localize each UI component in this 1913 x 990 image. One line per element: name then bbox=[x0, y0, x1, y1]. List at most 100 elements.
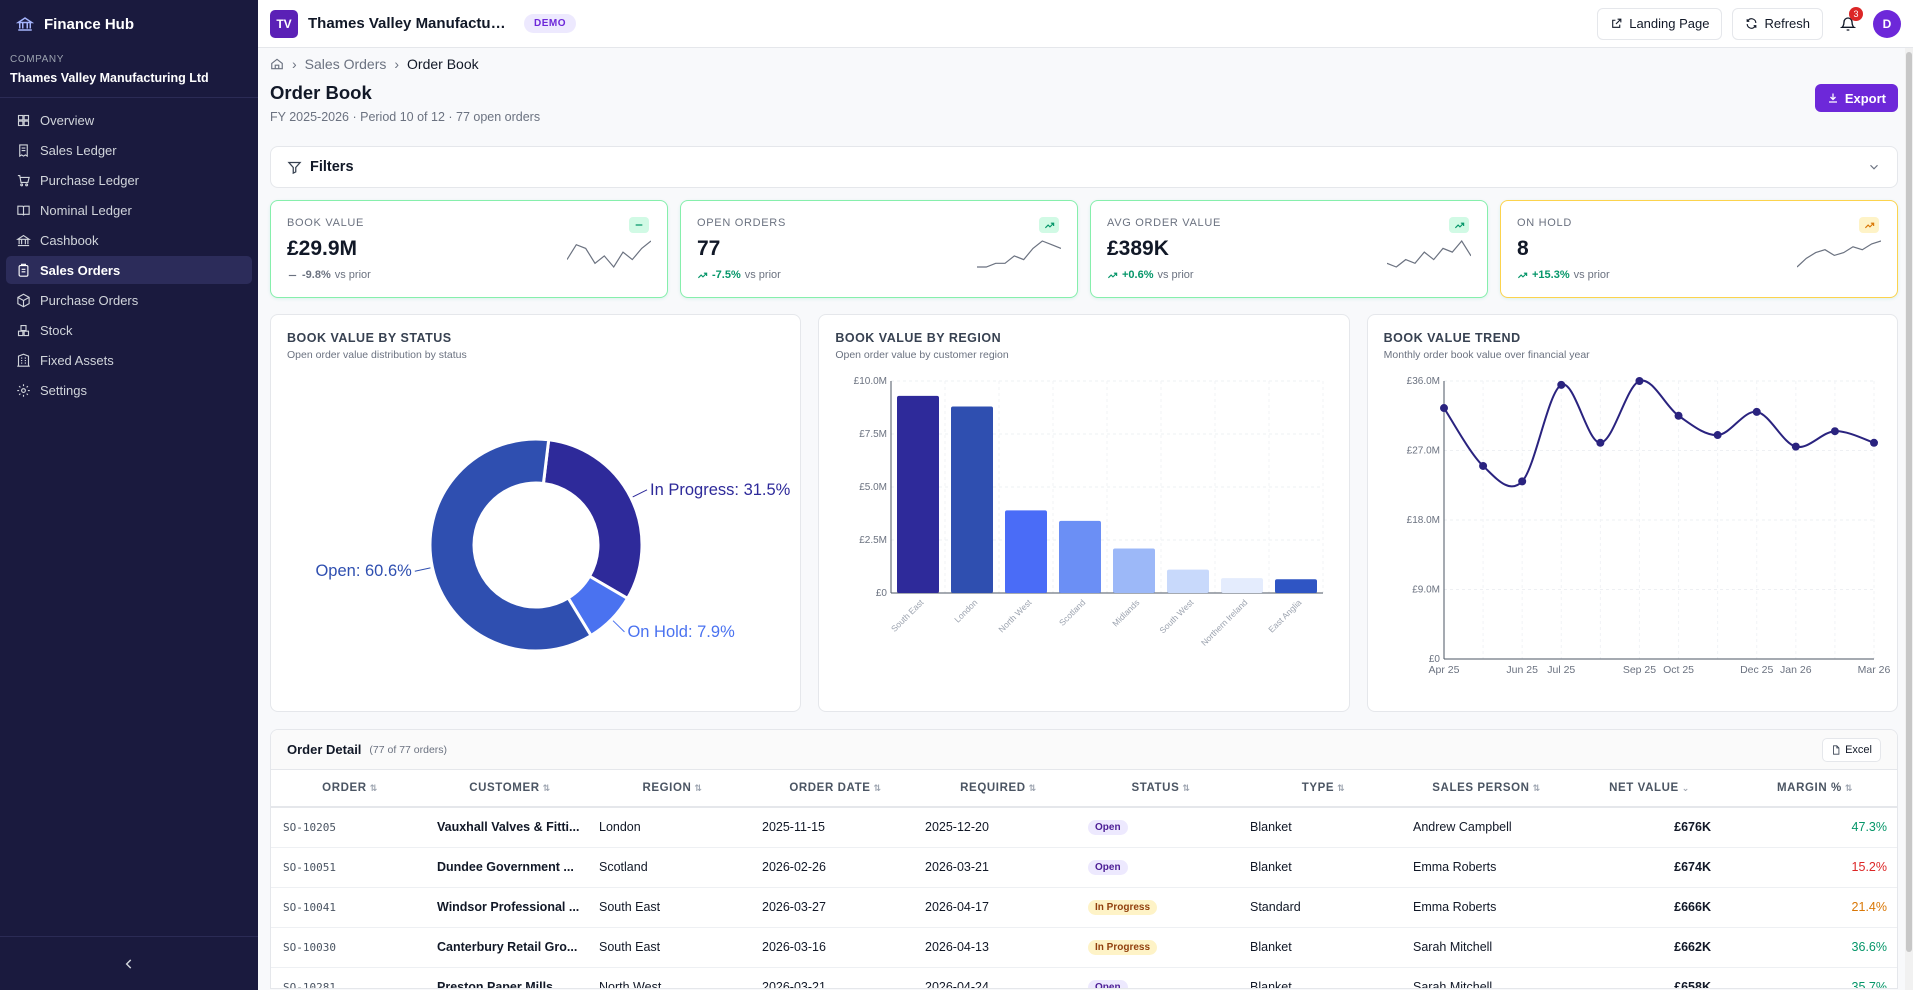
order-number[interactable]: SO-10205 bbox=[271, 807, 429, 848]
status-badge: In Progress bbox=[1088, 940, 1158, 955]
column-header-label: ORDER bbox=[322, 782, 367, 794]
topbar: TV Thames Valley Manufacturi... DEMO Lan… bbox=[258, 0, 1913, 48]
y-tick-label: £9.0M bbox=[1412, 585, 1440, 596]
column-header-sales-person[interactable]: SALES PERSON ⇅ bbox=[1405, 770, 1568, 808]
page-scrollbar[interactable] bbox=[1905, 48, 1913, 990]
bar-london[interactable] bbox=[951, 406, 994, 593]
donut-slice-open[interactable] bbox=[428, 437, 594, 653]
bar-north-west[interactable] bbox=[1005, 510, 1048, 593]
trend-point-jul-25[interactable] bbox=[1556, 380, 1565, 389]
company-logo[interactable]: TV bbox=[270, 9, 298, 38]
order-number[interactable]: SO-10051 bbox=[271, 847, 429, 888]
kpi-delta-value: -9.8% bbox=[302, 269, 331, 281]
sidebar-item-overview[interactable]: Overview bbox=[6, 106, 252, 134]
trend-point-dec-25[interactable] bbox=[1752, 407, 1761, 416]
kpi-delta-suffix: vs prior bbox=[744, 269, 781, 281]
trend-point-feb-26[interactable] bbox=[1830, 427, 1839, 436]
order-type: Blanket bbox=[1242, 847, 1405, 888]
table-row[interactable]: SO-10281 Preston Paper Mills North West 202… bbox=[271, 967, 1897, 988]
sidebar-item-settings[interactable]: Settings bbox=[6, 376, 252, 404]
trend-point-nov-25[interactable] bbox=[1713, 431, 1722, 440]
column-header-order-date[interactable]: ORDER DATE ⇅ bbox=[754, 770, 917, 808]
column-header-region[interactable]: REGION ⇅ bbox=[591, 770, 754, 808]
book-icon bbox=[17, 205, 30, 216]
notifications-button[interactable]: 3 bbox=[1833, 6, 1863, 39]
column-header-margin[interactable]: MARGIN % ⇅ bbox=[1731, 770, 1897, 808]
table-row[interactable]: SO-10041 Windsor Professional ... South Ea… bbox=[271, 887, 1897, 928]
order-number[interactable]: SO-10281 bbox=[271, 967, 429, 988]
grid-icon bbox=[17, 114, 30, 126]
trend-point-may-25[interactable] bbox=[1478, 461, 1487, 470]
kpi-card-open-orders[interactable]: OPEN ORDERS 77 -7.5% vs prior bbox=[680, 200, 1078, 298]
table-row[interactable]: SO-10205 Vauxhall Valves & Fitti... London… bbox=[271, 807, 1897, 848]
order-number[interactable]: SO-10030 bbox=[271, 927, 429, 968]
kpi-value: £29.9M bbox=[287, 237, 358, 260]
kpi-card-book-value[interactable]: BOOK VALUE £29.9M -9.8% vs prior bbox=[270, 200, 668, 298]
bar-northern-ireland[interactable] bbox=[1221, 578, 1264, 593]
company-switcher[interactable]: Thames Valley Manufacturi... bbox=[308, 15, 508, 32]
net-value: £658K bbox=[1568, 967, 1731, 988]
slice-leader-line bbox=[414, 567, 431, 572]
trend-point-oct-25[interactable] bbox=[1674, 411, 1683, 420]
trend-point-jun-25[interactable] bbox=[1517, 477, 1526, 486]
margin-percent: 35.7% bbox=[1731, 967, 1897, 988]
margin-percent: 47.3% bbox=[1731, 807, 1897, 848]
breadcrumb-sales-orders[interactable]: Sales Orders bbox=[304, 56, 387, 72]
sidebar-item-fixed-assets[interactable]: Fixed Assets bbox=[6, 346, 252, 374]
trend-point-aug-25[interactable] bbox=[1596, 438, 1605, 447]
bar-midlands[interactable] bbox=[1113, 548, 1156, 593]
trend-chart-card: BOOK VALUE TREND Monthly order book valu… bbox=[1366, 314, 1898, 712]
sidebar-item-sales-ledger[interactable]: Sales Ledger bbox=[6, 136, 252, 164]
filters-panel-toggle[interactable]: Filters bbox=[270, 146, 1898, 188]
bar-south-east[interactable] bbox=[897, 395, 940, 593]
breadcrumb-separator-icon: › bbox=[292, 56, 297, 72]
y-tick-label: £27.0M bbox=[1406, 446, 1439, 457]
table-row[interactable]: SO-10051 Dundee Government ... Scotland 202… bbox=[271, 847, 1897, 888]
brand[interactable]: Finance Hub bbox=[0, 0, 258, 48]
column-header-net-value[interactable]: NET VALUE ⌄ bbox=[1568, 770, 1731, 808]
sidebar-nav: Overview Sales Ledger Purchase Ledger Nomin… bbox=[0, 98, 258, 414]
sidebar-item-cashbook[interactable]: Cashbook bbox=[6, 226, 252, 254]
trend-point-sep-25[interactable] bbox=[1635, 377, 1644, 385]
column-header-status[interactable]: STATUS ⇅ bbox=[1080, 770, 1242, 808]
export-button[interactable]: Export bbox=[1814, 84, 1898, 112]
order-date: 2026-02-26 bbox=[754, 847, 917, 888]
trend-line bbox=[1442, 379, 1874, 488]
kpi-card-avg-order-value[interactable]: AVG ORDER VALUE £389K +0.6% vs prior bbox=[1090, 200, 1488, 298]
sidebar-item-stock[interactable]: Stock bbox=[6, 316, 252, 344]
trend-point-jan-26[interactable] bbox=[1791, 442, 1800, 451]
sidebar-item-nominal-ledger[interactable]: Nominal Ledger bbox=[6, 196, 252, 224]
user-avatar[interactable]: D bbox=[1873, 9, 1901, 38]
y-tick-label: £5.0M bbox=[860, 482, 888, 493]
status-badge: In Progress bbox=[1088, 900, 1158, 915]
sidebar-item-sales-orders[interactable]: Sales Orders bbox=[6, 256, 252, 284]
column-header-required[interactable]: REQUIRED ⇅ bbox=[917, 770, 1080, 808]
sidebar-item-purchase-orders[interactable]: Purchase Orders bbox=[6, 286, 252, 314]
trend-point-mar-26[interactable] bbox=[1869, 438, 1878, 447]
collapse-sidebar-button[interactable] bbox=[0, 936, 258, 990]
x-tick-label: East Anglia bbox=[1267, 597, 1304, 634]
landing-page-button[interactable]: Landing Page bbox=[1597, 7, 1723, 40]
sidebar-item-purchase-ledger[interactable]: Purchase Ledger bbox=[6, 166, 252, 194]
bar-south-west[interactable] bbox=[1167, 569, 1210, 593]
order-date: 2026-03-27 bbox=[754, 887, 917, 928]
trend-point-apr-25[interactable] bbox=[1439, 404, 1448, 413]
column-header-type[interactable]: TYPE ⇅ bbox=[1242, 770, 1405, 808]
kpi-delta: +15.3% vs prior bbox=[1517, 269, 1881, 281]
column-header-customer[interactable]: CUSTOMER ⇅ bbox=[429, 770, 591, 808]
table-row[interactable]: SO-10030 Canterbury Retail Gro... South Ea… bbox=[271, 927, 1897, 968]
kpi-card-on-hold[interactable]: ON HOLD 8 +15.3% vs prior bbox=[1500, 200, 1898, 298]
donut-slice-in-progress[interactable] bbox=[541, 438, 644, 601]
customer-name: Vauxhall Valves & Fitti... bbox=[429, 807, 591, 848]
scrollbar-thumb[interactable] bbox=[1906, 52, 1912, 952]
column-header-order[interactable]: ORDER ⇅ bbox=[271, 770, 429, 808]
bar-east-anglia[interactable] bbox=[1275, 579, 1318, 593]
excel-export-button[interactable]: Excel bbox=[1822, 737, 1881, 762]
order-number[interactable]: SO-10041 bbox=[271, 887, 429, 928]
refresh-button[interactable]: Refresh bbox=[1732, 7, 1823, 40]
sort-icon: ⇅ bbox=[1182, 783, 1191, 793]
y-tick-label: £18.0M bbox=[1406, 515, 1439, 526]
kpi-delta: -7.5% vs prior bbox=[697, 269, 1061, 281]
bar-scotland[interactable] bbox=[1059, 520, 1102, 593]
home-icon[interactable] bbox=[270, 57, 284, 71]
